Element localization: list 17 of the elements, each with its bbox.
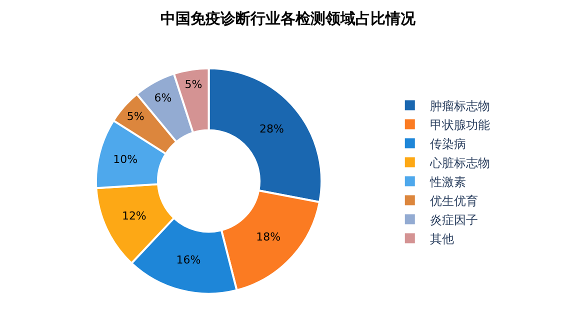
legend-label: 性激素 [428, 174, 466, 189]
legend-label: 甲状腺功能 [430, 118, 490, 132]
data-label: 10% [113, 153, 138, 166]
chart-title: 中国免疫诊断行业各检测领域占比情况 [160, 10, 416, 28]
legend-label: 优生优育 [430, 194, 478, 208]
data-label: 12% [122, 210, 146, 223]
data-label: 18% [256, 230, 281, 244]
data-label: 6% [154, 91, 172, 104]
data-label: 5% [126, 110, 144, 123]
data-label: 5% [184, 78, 202, 92]
data-label: 16% [176, 254, 201, 267]
data-label: 28% [260, 122, 284, 136]
legend-label: 炎症因子 [430, 212, 478, 227]
legend-label: 肿瘤标志物 [430, 98, 490, 113]
legend-label: 传染病 [430, 136, 466, 151]
legend-label: 心脏标志物 [428, 156, 490, 170]
legend-label: 其他 [430, 232, 454, 246]
